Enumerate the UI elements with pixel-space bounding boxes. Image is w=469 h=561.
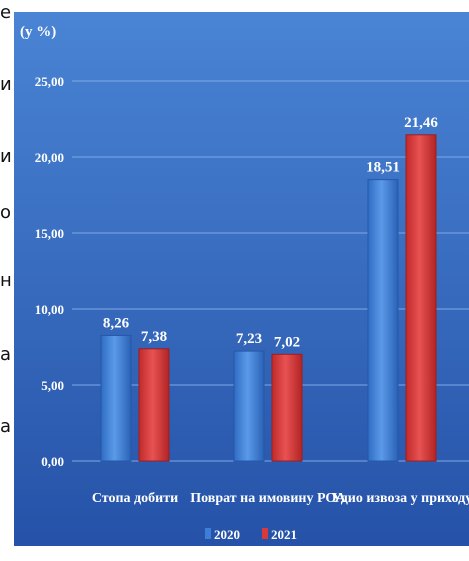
margin-fragment: о (0, 202, 12, 223)
legend: 2020 2021 (205, 527, 297, 542)
margin-fragment: н (0, 270, 12, 291)
bar-2021-0 (138, 348, 170, 462)
margin-fragment: а (0, 344, 12, 365)
data-label: 7,38 (141, 329, 167, 345)
data-label: 8,26 (103, 315, 130, 331)
data-labels: 8,26 7,38 7,23 7,02 18,51 21,46 (103, 115, 439, 350)
bar-2021-2 (405, 134, 437, 462)
bar-chart: 0,00 5,00 10,00 15,00 20,00 25,00 (у %) 8,26 7… (14, 12, 469, 546)
bar-2020-1 (233, 350, 265, 462)
chart-background (14, 12, 469, 546)
margin-fragment: е (0, 2, 12, 23)
bar-2021-1 (271, 353, 303, 462)
bar-2020-0 (100, 334, 132, 462)
legend-swatch-2021 (262, 528, 268, 539)
cropped-margin-text: е и и о н а а (0, 0, 14, 561)
x-category-label: Удио извоза у приходу (332, 491, 469, 506)
data-label: 21,46 (404, 115, 438, 131)
y-tick-label: 5,00 (41, 378, 64, 393)
bars (100, 134, 437, 462)
chart-panel: 0,00 5,00 10,00 15,00 20,00 25,00 (у %) 8,26 7… (14, 12, 469, 546)
y-tick-label: 20,00 (35, 150, 64, 165)
bar-2020-2 (367, 179, 399, 462)
legend-label: 2020 (214, 527, 240, 542)
x-category-label: Поврат на имовину РОА (190, 491, 346, 506)
data-label: 7,23 (236, 331, 262, 347)
y-tick-label: 15,00 (35, 226, 64, 241)
margin-fragment: и (0, 74, 12, 95)
y-axis-ticks: 0,00 5,00 10,00 15,00 20,00 25,00 (35, 74, 64, 469)
y-axis-label: (у %) (20, 24, 56, 40)
data-label: 7,02 (274, 334, 300, 350)
margin-fragment: а (0, 416, 12, 437)
y-tick-label: 0,00 (41, 454, 64, 469)
y-tick-label: 10,00 (35, 302, 64, 317)
gridlines (72, 80, 469, 462)
legend-label: 2021 (271, 527, 297, 542)
data-label: 18,51 (366, 160, 400, 176)
y-tick-label: 25,00 (35, 74, 64, 89)
legend-swatch-2020 (205, 528, 211, 539)
margin-fragment: и (0, 146, 12, 167)
x-category-label: Стопа добити (92, 491, 178, 506)
